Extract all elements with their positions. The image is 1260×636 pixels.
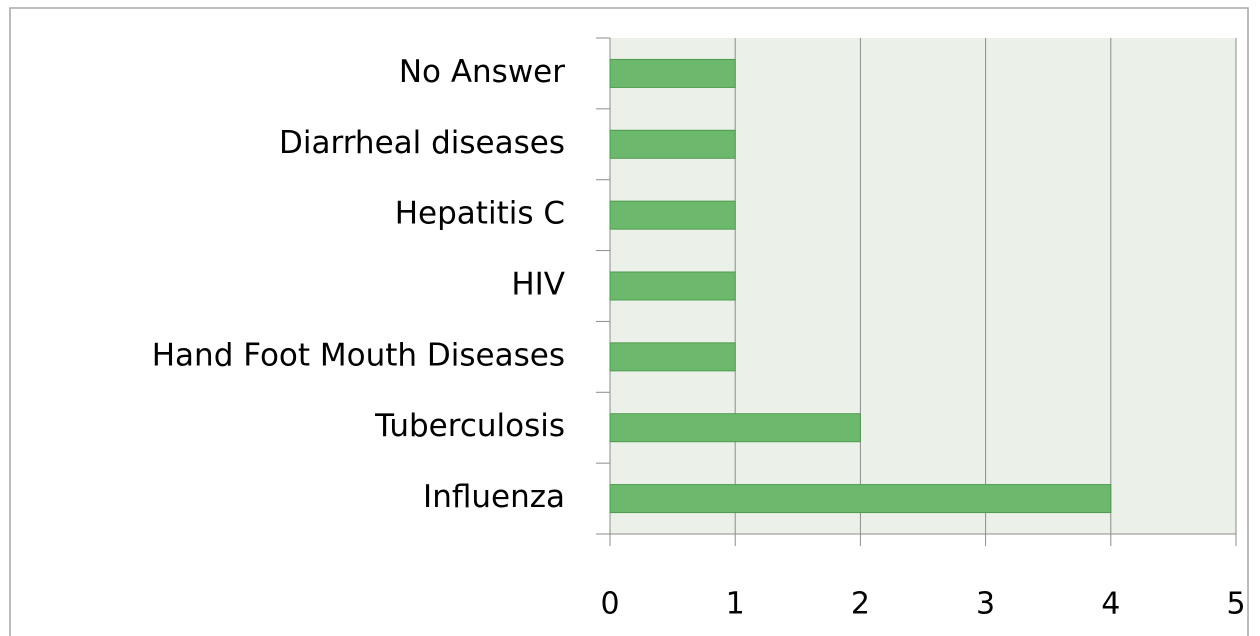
x-tick-label: 2 [851, 587, 870, 622]
y-tick-label: HIV [511, 267, 565, 303]
x-tick-label: 0 [600, 587, 619, 622]
y-tick-label: No Answer [399, 54, 565, 90]
bar [609, 342, 736, 372]
y-tick-label: Hepatitis C [395, 196, 565, 232]
bar [609, 271, 736, 301]
y-tick-label: Hand Foot Mouth Diseases [152, 337, 565, 373]
bar [609, 484, 1112, 514]
bar [609, 129, 736, 159]
y-tick-label: Influenza [423, 479, 565, 515]
y-tick-label: Diarrheal diseases [279, 125, 565, 161]
y-tick-label: Tuberculosis [374, 408, 565, 444]
x-tick-label: 5 [1226, 587, 1245, 622]
bar [609, 58, 736, 88]
bar [609, 413, 861, 443]
bar [609, 200, 736, 230]
x-tick-label: 3 [976, 587, 995, 622]
x-tick-label: 1 [726, 587, 745, 622]
x-tick-label: 4 [1101, 587, 1120, 622]
